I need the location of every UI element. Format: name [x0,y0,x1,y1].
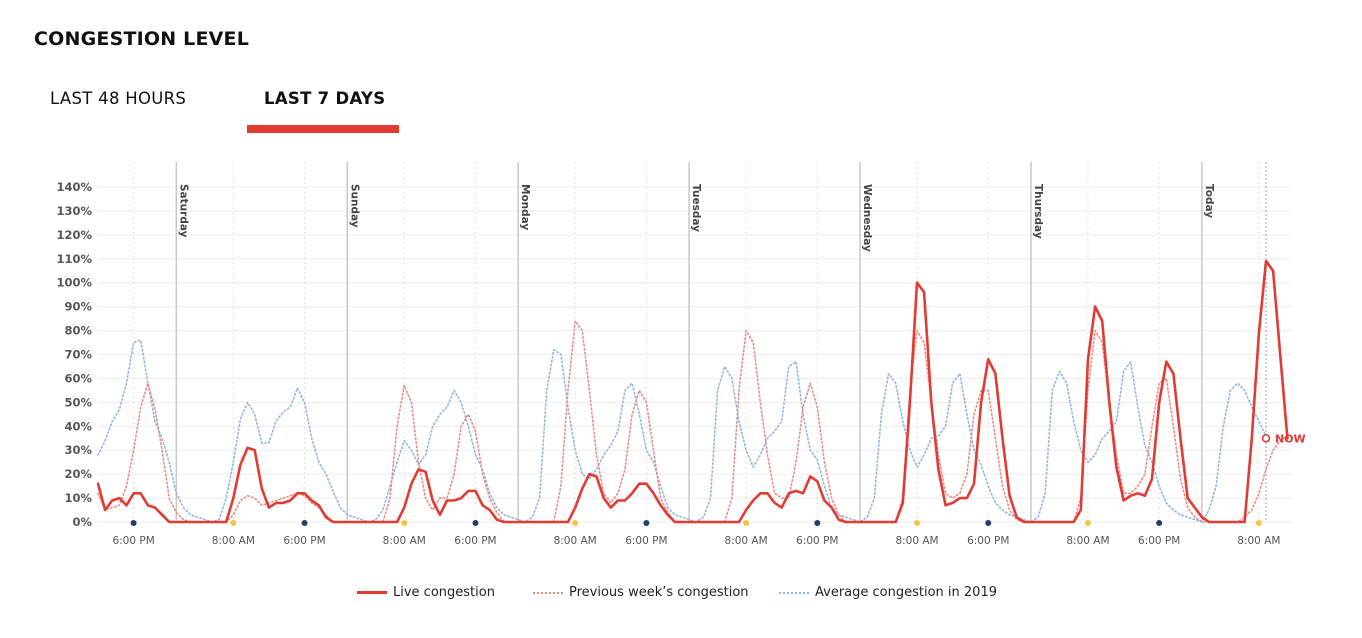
legend-swatch-previous [533,591,563,594]
x-tick-label: 6:00 PM [625,535,667,547]
morning-marker [1084,520,1091,526]
y-tick-label: 70% [64,348,92,362]
day-label: Thursday [1032,184,1044,239]
morning-marker [401,520,408,526]
congestion-chart: 140% 130% 120% 110% 100% 90% 80% 70% 60% 50% 40% 30… [56,162,1306,547]
y-tick-label: 0% [72,515,92,529]
evening-marker [643,520,650,526]
x-tick-label: 6:00 PM [454,535,496,547]
evening-marker [130,520,137,526]
x-tick-label: 8:00 AM [1237,535,1280,547]
now-label: NOW [1275,432,1306,445]
series-line-average [97,339,1267,523]
y-tick-label: 130% [56,204,92,218]
y-tick-label: 30% [64,443,92,457]
day-label: Saturday [177,184,189,238]
x-tick-label: 6:00 PM [1138,535,1180,547]
morning-marker [572,520,579,526]
day-label: Today [1203,184,1215,218]
legend-item-previous: Previous week’s congestion [533,585,749,600]
y-tick-label: 100% [56,276,92,290]
legend-label-live: Live congestion [393,585,495,600]
x-tick-label: 6:00 PM [112,535,154,547]
y-tick-label: 50% [64,395,92,409]
x-tick-label: 8:00 AM [895,535,938,547]
legend-item-average: Average congestion in 2019 [779,585,997,600]
x-tick-label: 6:00 PM [967,535,1009,547]
evening-marker [301,520,308,526]
day-label: Wednesday [861,184,873,252]
legend-label-average: Average congestion in 2019 [815,585,997,600]
morning-marker [1255,520,1262,526]
day-label: Sunday [348,184,360,228]
legend-label-previous: Previous week’s congestion [569,585,749,600]
y-tick-label: 80% [64,324,92,338]
morning-marker [914,520,921,526]
y-tick-label: 40% [64,419,92,433]
x-tick-label: 6:00 PM [796,535,838,547]
legend-swatch-average [779,591,809,594]
day-label: Monday [519,184,531,230]
evening-marker [985,520,992,526]
evening-marker [1156,520,1163,526]
evening-marker [472,520,479,526]
x-tick-label: 8:00 AM [383,535,426,547]
y-tick-label: 60% [64,371,92,385]
tab-last-7-days[interactable]: LAST 7 DAYS [264,89,386,108]
x-tick-label: 8:00 AM [554,535,597,547]
y-tick-label: 110% [56,252,92,266]
y-tick-label: 10% [64,491,92,505]
series-line-live [96,259,1289,524]
y-tick-label: 140% [56,180,92,194]
legend-item-live: Live congestion [357,585,495,600]
chart-legend: Live congestion Previous week’s congesti… [0,585,1362,603]
series-line-previous [97,320,1289,523]
legend-swatch-live [357,591,387,594]
evening-marker [814,520,821,526]
now-marker [1261,433,1271,443]
y-tick-label: 120% [56,228,92,242]
morning-marker [743,520,750,526]
morning-marker [230,520,237,526]
x-tick-label: 6:00 PM [283,535,325,547]
x-tick-label: 8:00 AM [725,535,768,547]
y-tick-label: 20% [64,467,92,481]
tab-last-48-hours[interactable]: LAST 48 HOURS [50,89,187,108]
page-title: CONGESTION LEVEL [34,28,250,50]
x-tick-label: 8:00 AM [1066,535,1109,547]
y-tick-label: 90% [64,300,92,314]
active-tab-indicator [247,125,399,133]
x-tick-label: 8:00 AM [212,535,255,547]
day-label: Tuesday [690,184,702,232]
